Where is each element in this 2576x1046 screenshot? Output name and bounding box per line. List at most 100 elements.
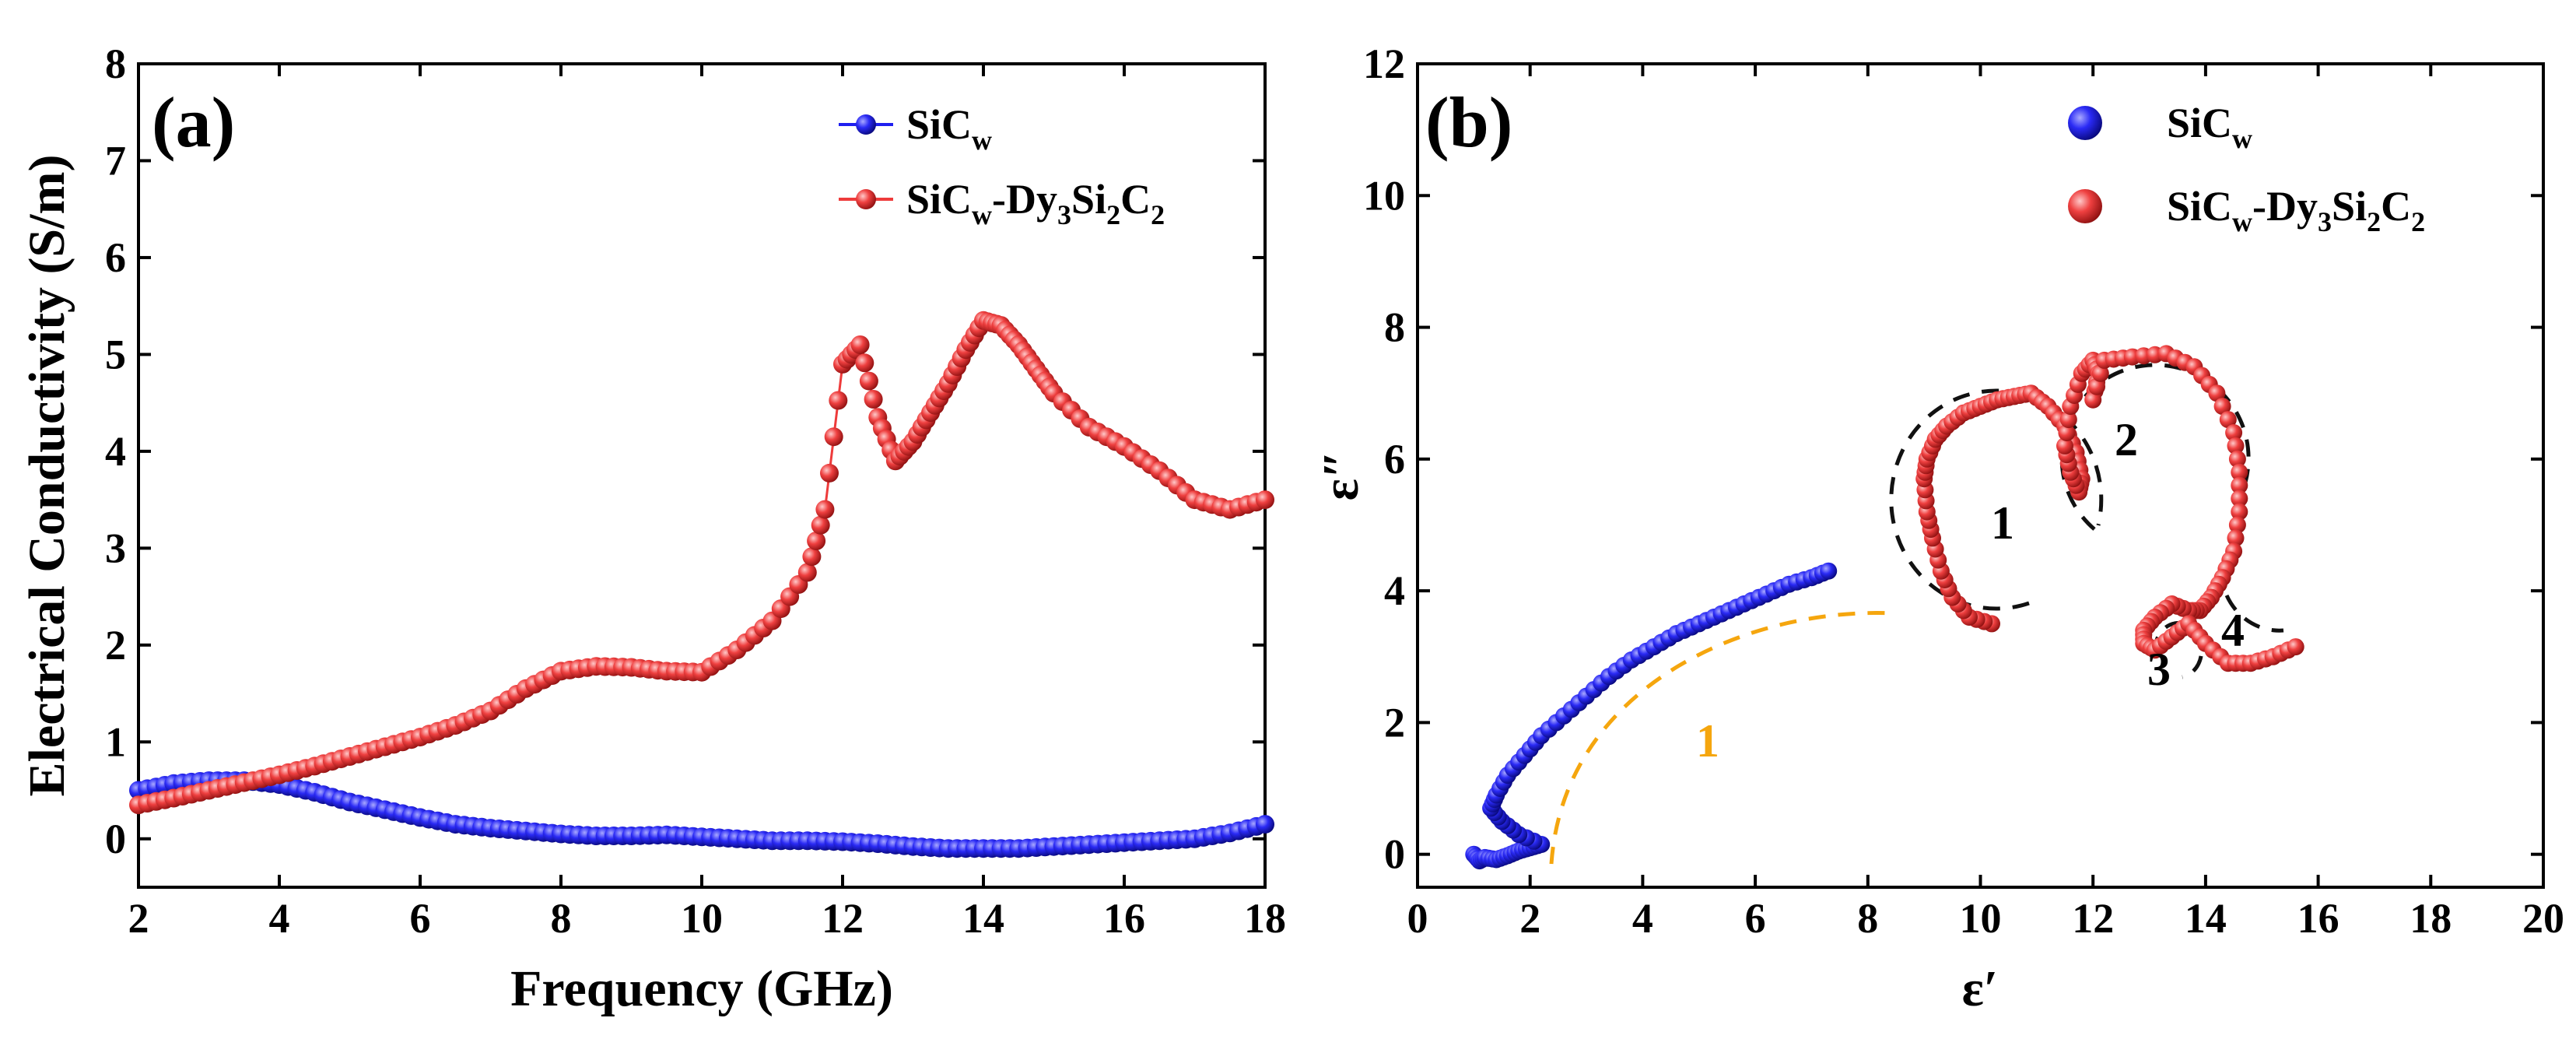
a-xtick-label-7: 16: [1103, 895, 1145, 942]
b-ytick-label-5: 10: [1363, 172, 1405, 219]
panel-b-chart: 0 2 4 6 8 10 12 14 16 18 20 0 2 4 6 8 10 12 1 2 3 4 1 (b)…: [1313, 40, 2564, 1017]
a-series-1-point-77: [802, 547, 822, 567]
panel-b-ticks: [1416, 62, 2545, 887]
panel-a-series: [129, 311, 1274, 858]
panel-b-series: [1465, 345, 2304, 870]
a-ytick-label-8: 8: [105, 40, 126, 87]
a-series-1-point-82: [824, 427, 843, 447]
a-series-line-1: [138, 319, 1266, 806]
a-series-1-point-78: [807, 532, 826, 550]
a-ytick-label-2: 2: [105, 622, 126, 669]
relaxation-arc-orange: [1549, 611, 1893, 865]
a-xtick-label-5: 12: [822, 895, 864, 942]
panel-a-legend-label-sicw: SiCw: [906, 101, 992, 156]
panel-a-legend-entry-sicw: SiCw: [839, 101, 992, 156]
b-series-1: [1915, 345, 2304, 672]
b-series-0: [1465, 562, 1838, 870]
panel-a-ticks: [137, 62, 1267, 887]
b-ytick-label-1: 2: [1384, 699, 1405, 746]
panel-a-legend-marker-sicw: [856, 114, 876, 135]
b-ytick-label-2: 4: [1384, 567, 1405, 614]
b-xtick-label-7: 14: [2185, 895, 2227, 942]
a-xtick-label-0: 2: [128, 895, 149, 942]
a-ytick-label-4: 4: [105, 428, 126, 475]
b-xtick-label-6: 12: [2072, 895, 2114, 942]
arc-label-4: 4: [2221, 605, 2245, 656]
b-series-1-point-79: [2088, 377, 2105, 395]
b-series-1-point-93: [2208, 384, 2226, 402]
panel-b-legend-entry-sicw: SiCw: [2068, 100, 2252, 154]
b-series-1-point-95: [2219, 411, 2237, 429]
b-series-1-point-64: [2058, 424, 2076, 441]
a-series-1-point-156: [1256, 490, 1274, 510]
panel-a-legend-label-composite: SiCw-Dy3Si2C2: [906, 176, 1165, 230]
panel-b-ylabel: ε″: [1313, 451, 1369, 501]
panel-b-plot-frame: [1416, 62, 2545, 889]
a-series-0: [129, 771, 1274, 858]
b-series-1-point-63: [2056, 437, 2073, 455]
panel-b-xlabel: ε′: [1962, 960, 1999, 1017]
b-ytick-label-3: 6: [1384, 436, 1405, 483]
relaxation-arc-3: [2153, 621, 2204, 679]
arc-label-3: 3: [2147, 644, 2171, 695]
panel-b-legend: SiCw SiCw-Dy3Si2C2: [2068, 100, 2425, 237]
a-series-1-point-80: [815, 500, 835, 519]
a-xtick-label-6: 14: [962, 895, 1004, 942]
b-series-1-point-102: [2231, 503, 2248, 521]
b-series-1-point-153: [2287, 638, 2304, 656]
panel-a-ylabel: Electrical Conductivity (S/m): [19, 155, 75, 797]
panel-b-legend-label-sicw: SiCw: [2167, 100, 2252, 154]
b-ytick-label-0: 0: [1384, 831, 1405, 878]
a-series-1-point-81: [820, 463, 839, 483]
b-series-1-point-80: [2091, 364, 2109, 382]
arc-label-orange: 1: [1696, 715, 1719, 767]
b-xtick-label-1: 2: [1519, 895, 1540, 942]
a-series-1-point-91: [864, 390, 883, 409]
panel-a-legend: SiCw SiCw-Dy3Si2C2: [839, 101, 1165, 230]
a-series-1-point-88: [850, 335, 870, 354]
a-series-1: [129, 311, 1274, 815]
b-series-1-point-97: [2227, 437, 2245, 455]
b-series-1-point-103: [2228, 516, 2246, 534]
a-series-1-point-90: [859, 371, 878, 391]
a-series-1-point-79: [811, 515, 830, 535]
arc-label-2: 2: [2115, 414, 2138, 465]
a-xtick-label-4: 10: [681, 895, 723, 942]
b-xtick-label-5: 10: [1960, 895, 2002, 942]
panel-b-label: (b): [1425, 82, 1512, 162]
b-xtick-label-4: 8: [1857, 895, 1878, 942]
panel-a-legend-entry-composite: SiCw-Dy3Si2C2: [839, 176, 1165, 230]
b-series-1-point-78: [2084, 391, 2102, 409]
a-series-1-point-89: [855, 353, 874, 373]
panel-a-xlabel: Frequency (GHz): [510, 960, 893, 1017]
a-ytick-label-0: 0: [105, 816, 126, 862]
a-ytick-label-7: 7: [105, 137, 126, 184]
b-series-1-point-104: [2227, 529, 2245, 547]
b-series-1-point-99: [2231, 463, 2248, 481]
b-xtick-label-10: 20: [2522, 895, 2564, 942]
b-ytick-label-6: 12: [1363, 40, 1405, 87]
a-xtick-label-2: 6: [410, 895, 431, 942]
b-xtick-label-0: 0: [1407, 895, 1428, 942]
b-series-1-point-98: [2228, 450, 2246, 468]
b-xtick-label-9: 18: [2410, 895, 2452, 942]
a-ytick-label-3: 3: [105, 525, 126, 571]
a-ytick-label-6: 6: [105, 234, 126, 281]
a-series-1-point-76: [797, 563, 817, 582]
b-series-1-point-65: [2059, 411, 2077, 429]
panel-a-label: (a): [152, 82, 235, 162]
a-series-1-point-83: [829, 391, 848, 410]
a-ytick-label-5: 5: [105, 331, 126, 377]
b-series-0-point-81: [1820, 562, 1838, 580]
a-ytick-label-1: 1: [105, 718, 126, 765]
panel-b-legend-entry-composite: SiCw-Dy3Si2C2: [2068, 183, 2425, 237]
b-series-1-point-101: [2231, 490, 2248, 507]
panel-b-legend-label-composite: SiCw-Dy3Si2C2: [2167, 183, 2425, 237]
b-xtick-label-8: 16: [2297, 895, 2339, 942]
b-ytick-label-4: 8: [1384, 304, 1405, 351]
panel-b-guides: [1549, 363, 2284, 865]
arc-label-1: 1: [1991, 497, 2014, 549]
